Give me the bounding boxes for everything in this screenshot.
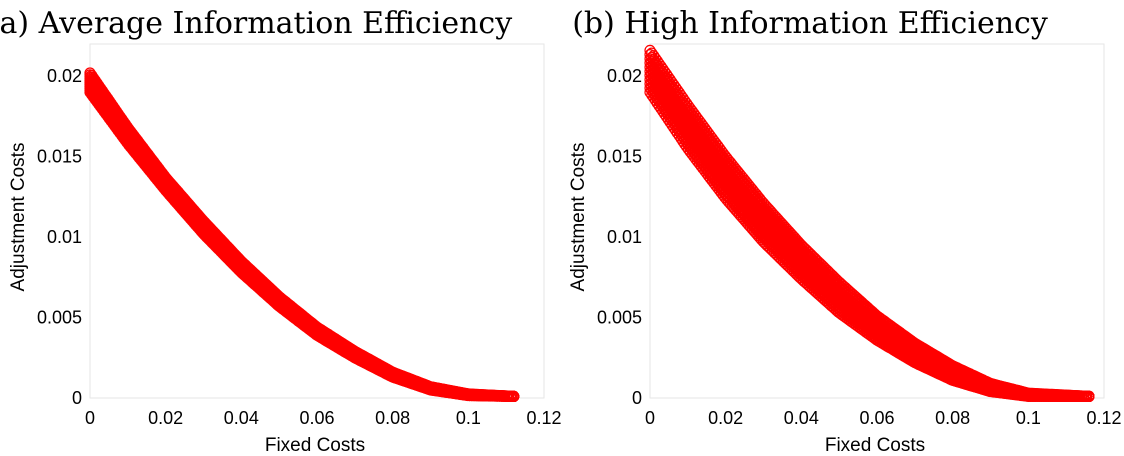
y-tick-label: 0.02 bbox=[47, 66, 82, 86]
chart-title: (a) Average Information Efficiency bbox=[0, 6, 512, 41]
x-axis-label: Fixed Costs bbox=[825, 435, 925, 456]
x-tick-label: 0 bbox=[85, 408, 95, 428]
y-tick-label: 0 bbox=[72, 388, 82, 408]
y-tick-label: 0.01 bbox=[607, 227, 642, 247]
y-tick-label: 0.01 bbox=[47, 227, 82, 247]
y-axis-label: Adjustment Costs bbox=[8, 143, 29, 292]
panel-b: (b) High Information Efficiency 0 0.02 0.04… bbox=[568, 6, 1122, 456]
panel-a: (a) Average Information Efficiency 0 0.02 0… bbox=[0, 6, 562, 456]
x-tick-label: 0.1 bbox=[456, 408, 481, 428]
x-tick-label: 0.02 bbox=[708, 408, 743, 428]
x-tick-label: 0.06 bbox=[299, 408, 334, 428]
y-tick-label: 0.015 bbox=[597, 147, 642, 167]
x-tick-label: 0.06 bbox=[859, 408, 894, 428]
y-tick-label: 0.005 bbox=[37, 308, 82, 328]
x-tick-label: 0.08 bbox=[935, 408, 970, 428]
x-tick-label: 0.08 bbox=[375, 408, 410, 428]
x-tick-label: 0.1 bbox=[1016, 408, 1041, 428]
plot-area bbox=[89, 43, 545, 399]
scatter-series bbox=[84, 67, 520, 402]
y-tick-label: 0 bbox=[632, 388, 642, 408]
data-point bbox=[508, 390, 520, 402]
y-tick-label: 0.015 bbox=[37, 147, 82, 167]
x-tick-label: 0.12 bbox=[526, 408, 561, 428]
x-axis-label: Fixed Costs bbox=[265, 435, 365, 456]
y-axis-label: Adjustment Costs bbox=[568, 143, 589, 292]
chart-title: (b) High Information Efficiency bbox=[572, 6, 1048, 41]
plot-area bbox=[649, 43, 1105, 399]
y-tick-label: 0.02 bbox=[607, 66, 642, 86]
x-tick-label: 0.12 bbox=[1086, 408, 1121, 428]
x-tick-label: 0.02 bbox=[148, 408, 183, 428]
x-tick-label: 0.04 bbox=[224, 408, 259, 428]
x-tick-label: 0.04 bbox=[784, 408, 819, 428]
y-tick-label: 0.005 bbox=[597, 308, 642, 328]
scatter-series bbox=[644, 44, 1095, 402]
x-tick-label: 0 bbox=[645, 408, 655, 428]
